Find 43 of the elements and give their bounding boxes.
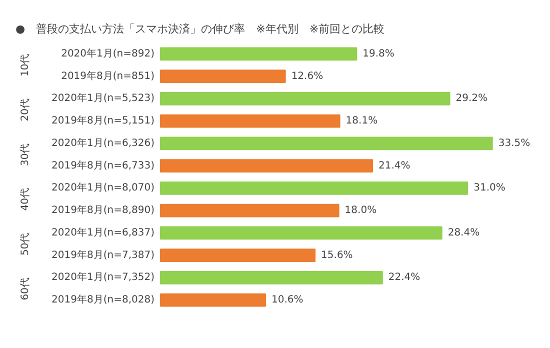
- chart-title: ● 普段の支払い方法「スマホ決済」の伸び率 ※年代別 ※前回との比較: [16, 22, 385, 36]
- y-tick-label: 2020年1月(n=6,837): [52, 226, 155, 238]
- bar: [160, 70, 286, 83]
- y-tick-label: 2019年8月(n=851): [61, 70, 155, 82]
- bar: [160, 271, 383, 284]
- bar: [160, 248, 316, 262]
- bar: [160, 182, 468, 195]
- y-tick-label: 2020年1月(n=8,070): [52, 182, 155, 194]
- data-label: 22.4%: [388, 272, 420, 284]
- bar: [160, 293, 266, 307]
- y-tick-label: 2019年8月(n=8,028): [52, 294, 155, 306]
- y-tick-label: 2019年8月(n=7,387): [52, 248, 155, 261]
- y-tick-label: 2019年8月(n=8,890): [52, 204, 155, 216]
- y-tick-label: 2019年8月(n=5,151): [52, 114, 155, 127]
- bar: [160, 92, 450, 106]
- text: 40代: [20, 188, 31, 211]
- text: 60代: [20, 278, 31, 300]
- data-label: 21.4%: [378, 160, 410, 172]
- bar: [160, 159, 373, 172]
- data-label: 31.0%: [474, 182, 506, 194]
- text: 10代: [20, 54, 31, 76]
- data-label: 12.6%: [291, 70, 324, 82]
- data-label: 18.1%: [346, 116, 378, 127]
- data-label: 19.8%: [362, 48, 394, 60]
- bar: [160, 136, 493, 150]
- data-label: 33.5%: [498, 138, 530, 149]
- y-tick-label: 2019年8月(n=6,733): [52, 159, 155, 172]
- bar: [160, 114, 340, 128]
- data-label: 15.6%: [321, 250, 353, 261]
- bar: [160, 204, 340, 218]
- y-tick-label: 2020年1月(n=7,352): [52, 271, 155, 284]
- y-tick-label: 2020年1月(n=892): [61, 47, 155, 60]
- text: 30代: [20, 143, 31, 166]
- y-tick-label: 2020年1月(n=6,326): [52, 136, 155, 149]
- bar: [160, 226, 442, 240]
- data-label: 18.0%: [344, 205, 377, 216]
- data-label: 10.6%: [272, 294, 304, 306]
- text: 50代: [20, 232, 31, 256]
- text: 20代: [20, 98, 31, 122]
- data-label: 28.4%: [448, 227, 480, 238]
- bar: [160, 47, 358, 61]
- data-label: 29.2%: [456, 93, 488, 104]
- y-tick-label: 2020年1月(n=5,523): [52, 92, 155, 104]
